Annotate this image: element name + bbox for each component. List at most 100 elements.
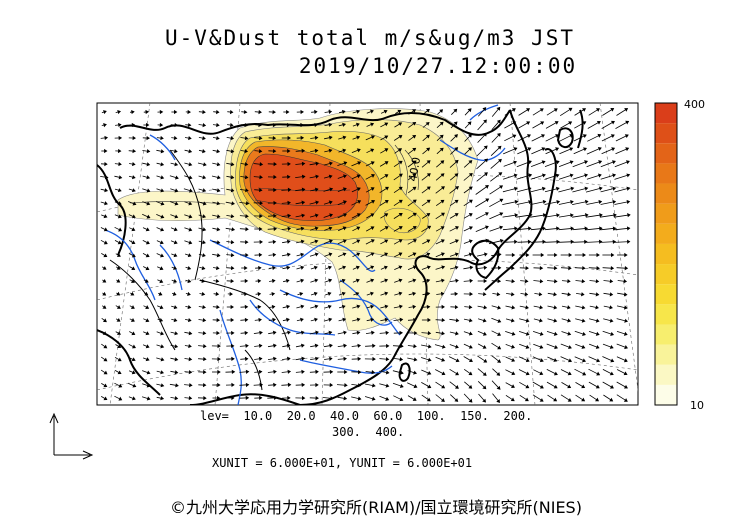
wind-vector-head: [399, 397, 404, 402]
wind-vector-head: [370, 135, 375, 140]
colorbar-step: [655, 143, 677, 164]
wind-vector-head: [159, 122, 164, 128]
wind-vector-head: [599, 213, 603, 218]
wind-vector-head: [174, 148, 178, 154]
wind-vector-head: [258, 149, 263, 154]
wind-vector-head: [385, 383, 390, 388]
wind-vector-head: [286, 239, 291, 244]
wind-vector-head: [356, 109, 361, 114]
wind-vector-head: [496, 132, 501, 137]
wind-vector-head: [398, 135, 403, 139]
wind-vector-head: [272, 122, 277, 128]
wind-vector-head: [301, 148, 306, 153]
wind-vector-head: [596, 120, 601, 125]
wind-vector-head: [230, 278, 235, 284]
wind-vector-head: [511, 331, 516, 336]
borders: [109, 149, 291, 391]
wind-vector-head: [370, 252, 375, 257]
wind-vector-head: [245, 395, 250, 401]
wind-vector-head: [441, 265, 446, 270]
wind-vector-head: [384, 252, 389, 257]
wind-vector-head: [116, 305, 121, 309]
wind-vector-head: [188, 227, 193, 232]
wind-vector-head: [623, 305, 628, 310]
wind-vector-head: [440, 239, 445, 244]
wind-vector-head: [623, 398, 628, 402]
contour-levels-line2: 300. 400.: [332, 425, 405, 439]
wind-vector-head: [287, 382, 292, 387]
wind-vector-head: [567, 397, 572, 402]
wind-vector-head: [131, 396, 136, 401]
wind-vector-head: [468, 371, 473, 376]
wind-vector-head: [103, 214, 108, 219]
wind-vector-head: [231, 395, 235, 401]
wind-vector-head: [610, 107, 615, 112]
wind-vector-head: [412, 134, 417, 139]
wind-vector-head: [413, 370, 418, 375]
wind-vector-head: [174, 344, 179, 349]
wind-vector-head: [315, 161, 320, 166]
wind-vector-head: [469, 278, 474, 283]
wind-vector-head: [230, 214, 235, 219]
wind-vector-head: [384, 239, 389, 244]
wind-vector-head: [482, 372, 487, 376]
wind-vector-head: [231, 227, 236, 232]
wind-vector-head: [131, 110, 135, 115]
wind-vector-head: [384, 291, 389, 296]
wind-vector-head: [245, 227, 249, 232]
wind-vector-head: [342, 187, 347, 192]
wind-vector-head: [116, 253, 121, 257]
wind-vector: [614, 174, 630, 180]
wind-vector-head: [130, 305, 135, 309]
wind-vector-head: [102, 278, 107, 283]
wind-vector-head: [413, 384, 418, 389]
wind-vector-head: [613, 213, 617, 218]
wind-vector-head: [342, 135, 347, 140]
wind-vector-head: [556, 239, 560, 244]
wind-vector-head: [412, 199, 417, 204]
wind-vector-head: [117, 214, 122, 219]
wind-vector-head: [144, 278, 149, 283]
wind-vector-head: [399, 330, 403, 336]
wind-vector-head: [315, 330, 319, 335]
wind-vector-head: [174, 188, 179, 193]
wind-vector-head: [217, 343, 221, 349]
wind-vector-head: [273, 382, 277, 388]
wind-vector-head: [314, 317, 318, 322]
wind-vector-head: [301, 369, 305, 374]
wind-vector-head: [131, 331, 136, 336]
wind-vector-head: [412, 121, 417, 126]
wind-vector-head: [328, 148, 333, 153]
wind-vector-head: [329, 369, 334, 375]
wind-vector-head: [541, 173, 546, 178]
wind-vector-head: [398, 199, 403, 204]
wind-vector-head: [467, 108, 472, 113]
wind-vector-head: [398, 226, 403, 230]
wind-vector-head: [581, 318, 586, 323]
wind-vector-head: [300, 239, 305, 244]
wind-vector-head: [398, 291, 403, 296]
wind-vector: [614, 241, 630, 243]
wind-vector-head: [595, 305, 599, 310]
wind-vector-head: [371, 330, 375, 335]
wind-vector-head: [441, 384, 446, 389]
wind-vector-head: [146, 135, 150, 141]
wind-vector-head: [485, 198, 490, 203]
wind-vector-head: [581, 305, 586, 310]
wind-vector-head: [188, 357, 193, 362]
wind-vector-head: [287, 174, 291, 180]
wind-vector-head: [258, 252, 263, 258]
wind-vector-head: [356, 252, 361, 257]
wind-vector-head: [513, 147, 518, 152]
wind-vector-head: [525, 331, 530, 336]
wind-vector-head: [553, 358, 558, 362]
wind-vector-head: [584, 173, 589, 178]
wind-vector-head: [314, 252, 319, 257]
wind-vector-head: [104, 135, 109, 141]
wind-vector-head: [609, 318, 614, 323]
wind-vector-head: [230, 162, 235, 167]
wind-vector-head: [468, 331, 473, 336]
wind-vector-head: [245, 188, 249, 193]
wind-vector-head: [257, 291, 262, 297]
wind-vector-head: [400, 343, 404, 349]
